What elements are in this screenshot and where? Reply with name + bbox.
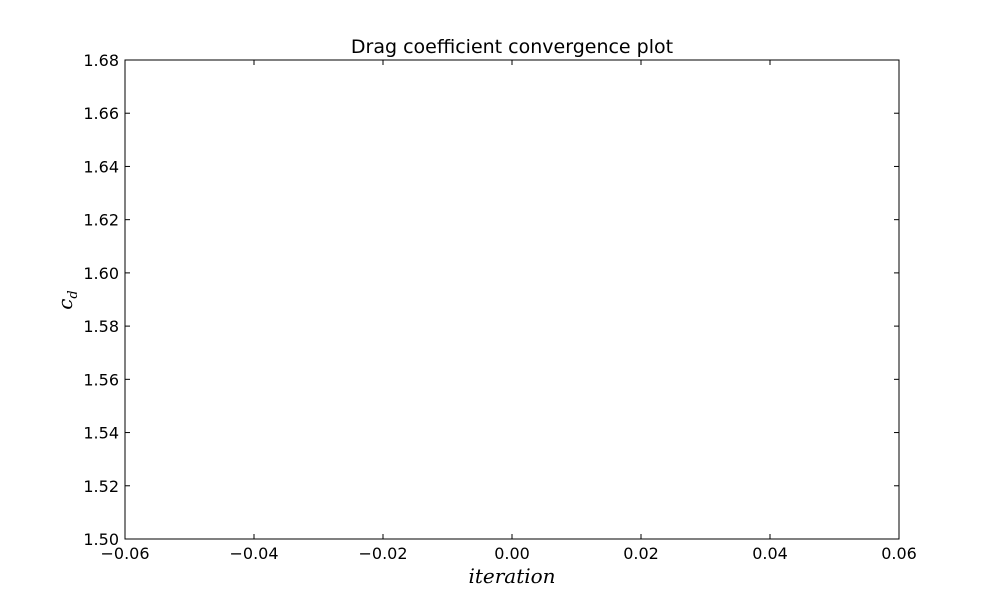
x-tick-label: 0.02 bbox=[623, 544, 659, 563]
y-tick-label: 1.60 bbox=[83, 264, 119, 283]
y-axis-label-main: c bbox=[53, 299, 77, 310]
x-tick-label: −0.06 bbox=[100, 544, 149, 563]
y-tick-label: 1.68 bbox=[83, 51, 119, 70]
x-tick-label: −0.04 bbox=[229, 544, 278, 563]
x-tick-label: 0.04 bbox=[752, 544, 788, 563]
y-tick-label: 1.58 bbox=[83, 317, 119, 336]
y-tick-label: 1.54 bbox=[83, 424, 119, 443]
x-tick-label: 0.06 bbox=[881, 544, 917, 563]
chart-title: Drag coefficient convergence plot bbox=[351, 36, 673, 58]
x-tick-label: −0.02 bbox=[358, 544, 407, 563]
plot-area bbox=[125, 60, 899, 539]
y-tick-label: 1.66 bbox=[83, 104, 119, 123]
plot-frame bbox=[124, 59, 900, 540]
y-axis-label: cd bbox=[53, 290, 81, 310]
y-tick-label: 1.50 bbox=[83, 530, 119, 549]
x-tick-labels: −0.06 −0.04 −0.02 0.00 0.02 0.04 0.06 bbox=[100, 544, 916, 563]
y-tick-label: 1.56 bbox=[83, 370, 119, 389]
y-axis-label-subscript: d bbox=[66, 290, 81, 298]
y-tick-label: 1.62 bbox=[83, 211, 119, 230]
x-tick-label: 0.00 bbox=[494, 544, 530, 563]
y-tick-labels: 1.50 1.52 1.54 1.56 1.58 1.60 1.62 1.64 1.66 1.68 bbox=[83, 51, 119, 549]
y-tick-label: 1.64 bbox=[83, 157, 119, 176]
y-tick-label: 1.52 bbox=[83, 477, 119, 496]
x-axis-label: iteration bbox=[468, 564, 555, 588]
svg-text:cd: cd bbox=[53, 290, 81, 310]
